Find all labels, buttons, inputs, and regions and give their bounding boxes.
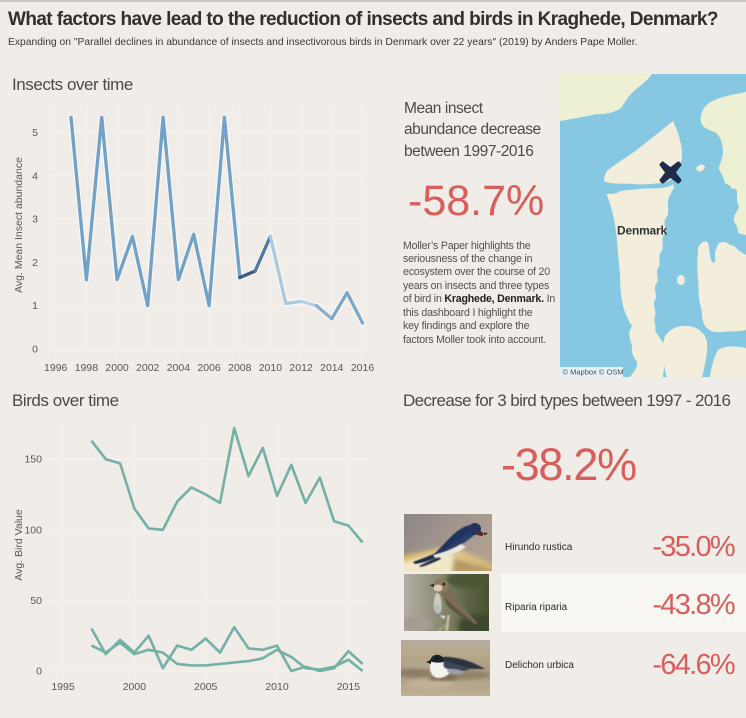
svg-text:2010: 2010 bbox=[265, 681, 289, 693]
svg-text:2014: 2014 bbox=[320, 362, 344, 374]
svg-text:1995: 1995 bbox=[51, 681, 75, 693]
svg-text:4: 4 bbox=[32, 170, 38, 182]
svg-text:100: 100 bbox=[24, 524, 42, 536]
svg-text:1: 1 bbox=[32, 300, 38, 312]
svg-text:2: 2 bbox=[32, 257, 38, 269]
svg-text:Avg. Bird Value: Avg. Bird Value bbox=[13, 509, 25, 581]
svg-text:150: 150 bbox=[24, 454, 42, 466]
svg-text:2012: 2012 bbox=[289, 362, 313, 374]
svg-text:© Mapbox © OSM: © Mapbox © OSM bbox=[563, 368, 624, 377]
svg-text:0: 0 bbox=[36, 666, 42, 678]
svg-text:3: 3 bbox=[32, 214, 38, 226]
svg-text:2006: 2006 bbox=[197, 362, 221, 374]
svg-text:5: 5 bbox=[32, 127, 38, 139]
svg-text:1996: 1996 bbox=[44, 362, 68, 374]
svg-text:1998: 1998 bbox=[75, 362, 99, 374]
svg-text:2000: 2000 bbox=[123, 681, 147, 693]
svg-text:2002: 2002 bbox=[136, 362, 160, 374]
svg-text:2004: 2004 bbox=[167, 362, 191, 374]
svg-text:2016: 2016 bbox=[351, 362, 375, 374]
svg-text:2000: 2000 bbox=[105, 362, 129, 374]
svg-text:Denmark: Denmark bbox=[617, 224, 667, 238]
svg-text:2010: 2010 bbox=[259, 362, 283, 374]
svg-text:2015: 2015 bbox=[337, 681, 361, 693]
svg-text:Avg. Mean Insect abundance: Avg. Mean Insect abundance bbox=[13, 157, 25, 293]
svg-text:2005: 2005 bbox=[194, 681, 218, 693]
svg-text:50: 50 bbox=[30, 595, 42, 607]
svg-text:0: 0 bbox=[32, 344, 38, 356]
svg-text:2008: 2008 bbox=[228, 362, 252, 374]
